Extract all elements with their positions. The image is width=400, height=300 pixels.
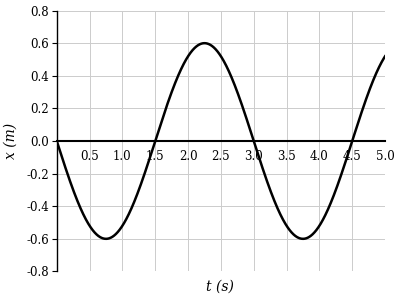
Text: t (s): t (s): [206, 280, 234, 294]
Y-axis label: x (m): x (m): [3, 123, 17, 159]
